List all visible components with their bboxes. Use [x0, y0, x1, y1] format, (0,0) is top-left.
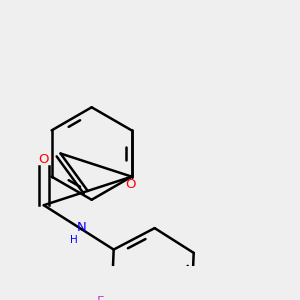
Text: H: H — [70, 235, 78, 245]
Text: N: N — [77, 220, 86, 233]
Text: O: O — [38, 153, 49, 167]
Text: F: F — [96, 296, 104, 300]
Text: O: O — [125, 178, 136, 191]
